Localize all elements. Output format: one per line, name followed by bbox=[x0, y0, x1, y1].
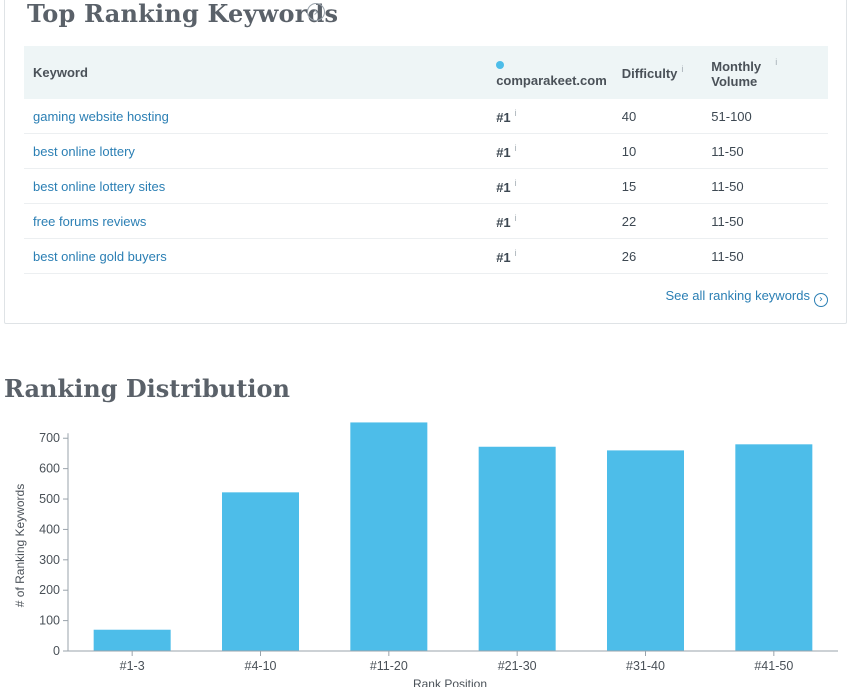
y-axis: 0 100 200 300 400 500 600 700 bbox=[39, 431, 69, 658]
rank-value: #1 bbox=[496, 109, 511, 125]
info-icon[interactable]: i bbox=[681, 64, 684, 74]
ranking-distribution-chart: 0 100 200 300 400 500 600 700 #1-3 #4-10 #11-20 #2… bbox=[13, 422, 838, 687]
bar[interactable] bbox=[350, 422, 428, 651]
keyword-link[interactable]: best online gold buyers bbox=[33, 248, 167, 264]
x-tick-label: #1-3 bbox=[120, 659, 145, 673]
y-tick-label: 300 bbox=[39, 553, 60, 567]
difficulty-cell: 26 bbox=[615, 238, 703, 274]
rank-cell: #1 i bbox=[488, 99, 616, 134]
volume-cell: 11-50 bbox=[702, 238, 828, 274]
col-difficulty: Difficulty i bbox=[621, 64, 684, 81]
difficulty-cell: 10 bbox=[615, 133, 703, 169]
volume-cell: 51-100 bbox=[702, 99, 828, 134]
card-title: Top Ranking Keywords bbox=[27, 0, 339, 28]
volume-cell: 11-50 bbox=[702, 133, 828, 169]
x-tick-label: #21-30 bbox=[498, 659, 537, 673]
col-site: comparakeet.com bbox=[488, 46, 616, 99]
difficulty-cell: 22 bbox=[615, 203, 703, 239]
x-tick-label: #31-40 bbox=[626, 659, 665, 673]
difficulty-cell: 15 bbox=[615, 168, 703, 204]
keyword-link[interactable]: best online lottery sites bbox=[33, 178, 166, 194]
keyword-cell: best online gold buyers bbox=[24, 238, 489, 274]
info-icon[interactable]: i bbox=[514, 177, 517, 188]
y-tick-label: 100 bbox=[39, 614, 60, 628]
y-tick-label: 400 bbox=[39, 522, 60, 536]
rank-cell: #1 i bbox=[488, 133, 616, 169]
rank-value: #1 bbox=[496, 144, 511, 160]
difficulty-cell: 40 bbox=[615, 99, 703, 134]
x-tick-label: #41-50 bbox=[754, 659, 793, 673]
top-ranking-keywords-card: Top Ranking Keywords › Keyword comparake… bbox=[4, 0, 847, 324]
bar[interactable] bbox=[93, 629, 171, 651]
keyword-cell: free forums reviews bbox=[24, 203, 489, 239]
table-row: best online gold buyers #1 i 26 11-50 bbox=[24, 238, 828, 274]
table-row: best online lottery sites #1 i 15 11-50 bbox=[24, 168, 828, 204]
keywords-table: Keyword comparakeet.com Difficulty i Mont… bbox=[24, 46, 828, 274]
bar[interactable] bbox=[607, 450, 684, 651]
bars bbox=[93, 422, 813, 651]
volume-cell: 11-50 bbox=[702, 203, 828, 239]
info-icon[interactable]: i bbox=[514, 212, 517, 223]
rank-value: #1 bbox=[496, 249, 511, 265]
table-row: free forums reviews #1 i 22 11-50 bbox=[24, 203, 828, 239]
rank-cell: #1 i bbox=[488, 238, 616, 274]
x-axis-title: Rank Position bbox=[413, 677, 487, 687]
volume-cell: 11-50 bbox=[702, 168, 828, 204]
keyword-link[interactable]: free forums reviews bbox=[33, 213, 147, 229]
table-header-row: Keyword comparakeet.com Difficulty i Mont… bbox=[24, 46, 828, 99]
x-tick-label: #11-20 bbox=[370, 659, 408, 673]
x-axis: #1-3 #4-10 #11-20 #21-30 #31-40 #41-50 bbox=[68, 650, 838, 673]
chevron-right-circle-icon: › bbox=[814, 293, 828, 307]
rank-cell: #1 i bbox=[488, 168, 616, 204]
keyword-cell: best online lottery bbox=[24, 133, 489, 169]
rank-value: #1 bbox=[496, 179, 511, 195]
info-icon[interactable]: i bbox=[514, 247, 517, 258]
y-tick-label: 200 bbox=[39, 583, 60, 597]
chevron-right-circle-icon[interactable]: › bbox=[307, 3, 325, 21]
col-volume: Monthly Volumei bbox=[711, 57, 778, 89]
info-icon[interactable]: i bbox=[514, 107, 517, 118]
ranking-distribution-title: Ranking Distribution bbox=[4, 374, 291, 403]
bar[interactable] bbox=[478, 446, 556, 651]
x-tick-label: #4-10 bbox=[245, 659, 277, 673]
table-row: best online lottery #1 i 10 11-50 bbox=[24, 133, 828, 169]
info-icon[interactable]: i bbox=[514, 142, 517, 153]
col-keyword: Keyword bbox=[33, 65, 88, 80]
keyword-link[interactable]: gaming website hosting bbox=[33, 108, 169, 124]
keyword-link[interactable]: best online lottery bbox=[33, 143, 135, 159]
site-dot-icon bbox=[496, 60, 505, 69]
y-tick-label: 0 bbox=[53, 644, 60, 658]
keyword-cell: best online lottery sites bbox=[24, 168, 489, 204]
bar[interactable] bbox=[222, 492, 299, 651]
y-tick-label: 500 bbox=[39, 492, 60, 506]
rank-cell: #1 i bbox=[488, 203, 616, 239]
bar[interactable] bbox=[735, 444, 813, 651]
keyword-cell: gaming website hosting bbox=[24, 99, 489, 134]
y-tick-label: 700 bbox=[39, 431, 60, 445]
rank-value: #1 bbox=[496, 214, 511, 230]
y-tick-label: 600 bbox=[39, 462, 60, 476]
table-row: gaming website hosting #1 i 40 51-100 bbox=[24, 99, 828, 134]
info-icon[interactable]: i bbox=[775, 57, 778, 67]
y-axis-title: # of Ranking Keywords bbox=[13, 484, 27, 607]
see-all-ranking-keywords-link[interactable]: See all ranking keywords › bbox=[665, 288, 828, 307]
